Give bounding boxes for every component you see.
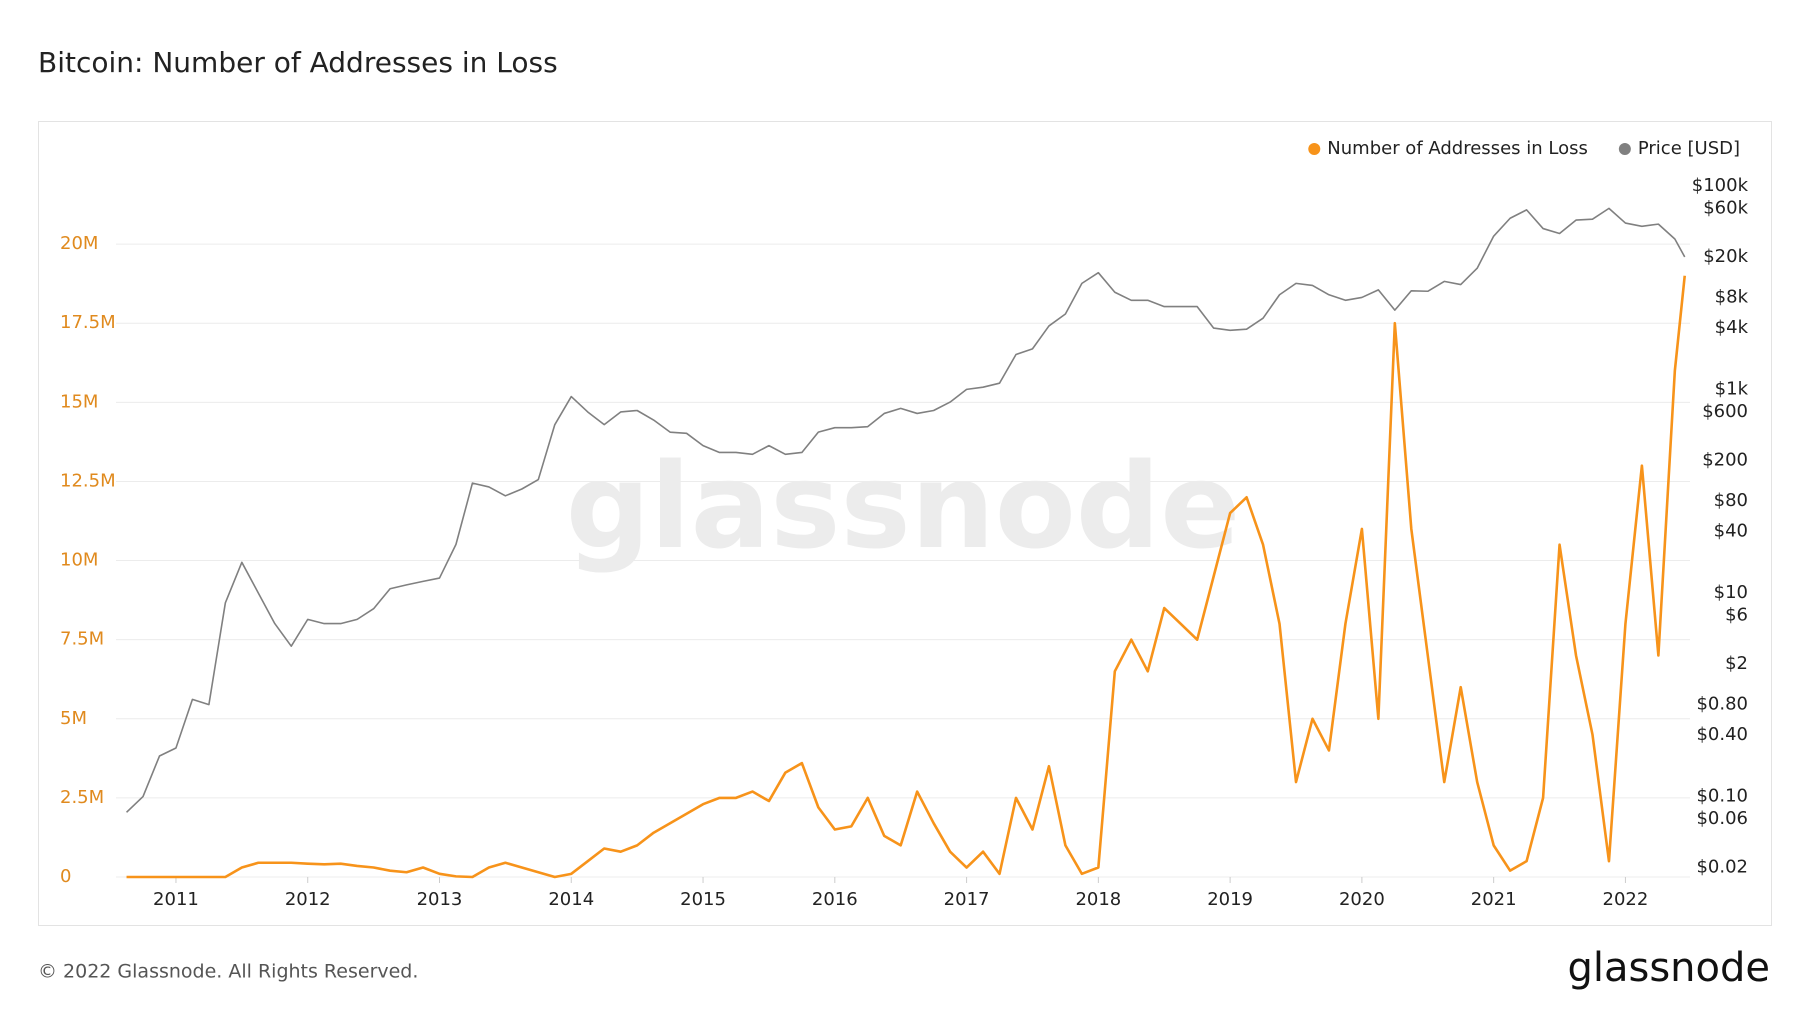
x-tick-label: 2021 bbox=[1471, 889, 1517, 910]
y2-tick-label: $80 bbox=[1714, 490, 1748, 511]
y-tick-label: 17.5M bbox=[60, 312, 116, 333]
y2-tick-label: $0.80 bbox=[1696, 694, 1748, 715]
y-tick-label: 12.5M bbox=[60, 470, 116, 491]
y-tick-label: 0 bbox=[60, 866, 71, 887]
y-tick-label: 15M bbox=[60, 391, 98, 412]
y2-tick-label: $0.40 bbox=[1696, 724, 1748, 745]
y2-tick-label: $100k bbox=[1692, 175, 1749, 196]
panel bbox=[38, 121, 1772, 926]
x-tick-label: 2016 bbox=[812, 889, 858, 910]
y2-tick-label: $6 bbox=[1725, 605, 1748, 626]
y2-tick-label: $0.02 bbox=[1696, 857, 1748, 878]
series-line bbox=[125, 207, 1686, 813]
legend-swatch bbox=[1618, 143, 1631, 155]
y2-tick-label: $20k bbox=[1703, 246, 1748, 267]
y2-tick-label: $60k bbox=[1703, 197, 1748, 218]
x-tick-label: 2011 bbox=[153, 889, 199, 910]
y2-tick-label: $4k bbox=[1715, 317, 1749, 338]
x-tick-label: 2013 bbox=[417, 889, 463, 910]
y2-tick-label: $600 bbox=[1702, 401, 1748, 422]
y2-tick-label: $8k bbox=[1715, 286, 1749, 307]
x-tick-label: 2017 bbox=[944, 889, 990, 910]
x-tick-label: 2018 bbox=[1075, 889, 1121, 910]
x-tick-label: 2019 bbox=[1207, 889, 1253, 910]
series-line bbox=[126, 275, 1687, 879]
chart-title: Bitcoin: Number of Addresses in Loss bbox=[38, 46, 558, 79]
y-tick-label: 2.5M bbox=[60, 787, 104, 808]
y-tick-label: 5M bbox=[60, 708, 87, 729]
x-tick-label: 2012 bbox=[285, 889, 331, 910]
y-tick-label: 10M bbox=[60, 550, 98, 571]
y2-tick-label: $0.10 bbox=[1696, 786, 1748, 807]
watermark: glassnode bbox=[566, 437, 1241, 575]
legend-label: Price [USD] bbox=[1638, 138, 1740, 159]
y2-tick-label: $40 bbox=[1714, 521, 1748, 542]
x-tick-label: 2020 bbox=[1339, 889, 1385, 910]
y-tick-label: 7.5M bbox=[60, 629, 104, 650]
y2-tick-label: $2 bbox=[1725, 653, 1748, 674]
logo: glassnode bbox=[1567, 945, 1770, 991]
y-tick-label: 20M bbox=[60, 233, 98, 254]
y2-tick-label: $0.06 bbox=[1696, 808, 1748, 829]
x-tick-label: 2015 bbox=[680, 889, 726, 910]
x-tick-label: 2022 bbox=[1603, 889, 1649, 910]
y2-tick-label: $1k bbox=[1715, 378, 1749, 399]
x-tick-label: 2014 bbox=[548, 889, 594, 910]
source: © 2022 Glassnode. All Rights Reserved. bbox=[38, 961, 418, 983]
y2-tick-label: $200 bbox=[1702, 450, 1748, 471]
legend-label: Number of Addresses in Loss bbox=[1327, 138, 1588, 159]
y2-tick-label: $10 bbox=[1714, 582, 1748, 603]
legend-swatch bbox=[1308, 143, 1321, 155]
